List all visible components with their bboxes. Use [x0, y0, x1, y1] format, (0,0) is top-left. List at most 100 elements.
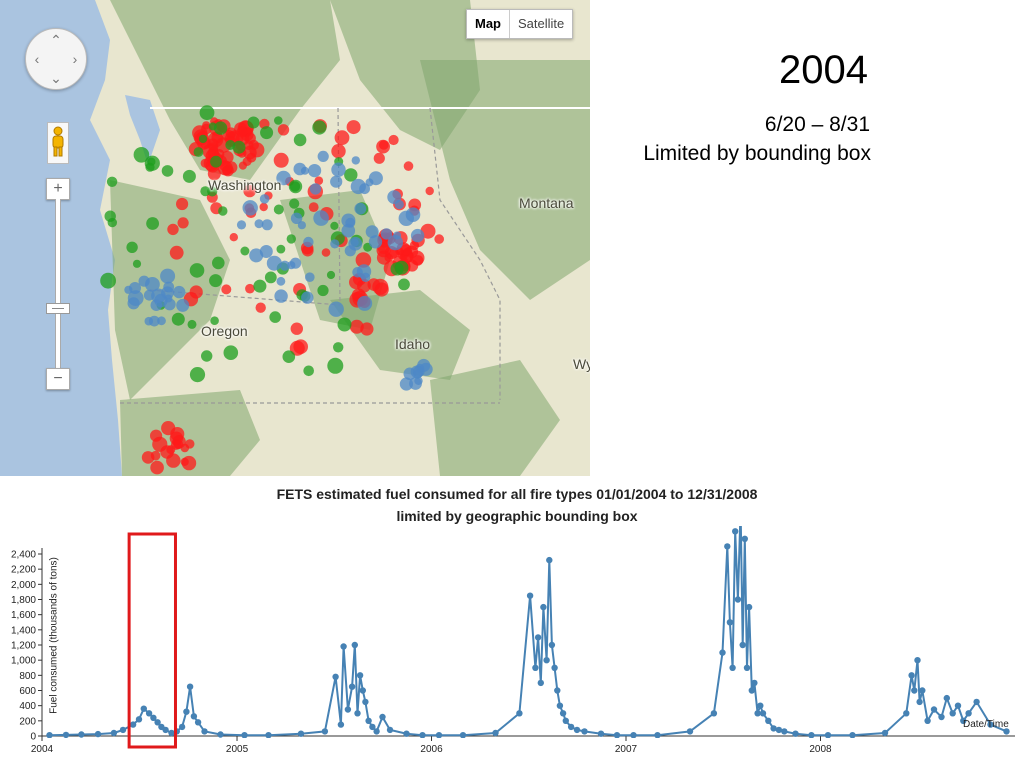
map-canvas[interactable]	[0, 0, 590, 476]
data-point	[94, 730, 102, 738]
fire-marker	[321, 248, 331, 257]
fire-marker	[169, 245, 184, 260]
data-point	[344, 706, 352, 713]
fire-marker	[173, 439, 184, 450]
data-point	[373, 728, 380, 735]
fire-marker	[210, 155, 222, 168]
fire-marker	[161, 286, 174, 300]
fire-marker	[360, 322, 374, 336]
fire-marker	[380, 228, 393, 240]
data-point	[573, 726, 581, 734]
y-tick-label: 800	[19, 671, 36, 682]
fire-marker	[360, 272, 371, 282]
y-tick-label: 1,000	[11, 656, 36, 667]
fire-marker	[221, 150, 234, 164]
fire-marker	[301, 291, 314, 304]
map-type-control: Map Satellite	[466, 9, 574, 39]
fire-marker	[242, 200, 258, 216]
data-point	[183, 708, 190, 715]
y-tick-label: 200	[19, 716, 36, 727]
data-point	[140, 705, 147, 712]
fire-marker	[104, 210, 116, 222]
fire-marker	[368, 171, 383, 186]
street-view-pegman-icon[interactable]	[47, 122, 69, 164]
fire-marker	[218, 206, 228, 216]
data-point	[881, 729, 889, 737]
pan-down-icon[interactable]: ⌄	[50, 70, 62, 86]
fire-marker	[253, 279, 267, 293]
fire-marker	[313, 210, 329, 226]
fire-marker	[240, 246, 250, 256]
pan-left-icon[interactable]: ‹	[34, 51, 40, 67]
fire-marker	[434, 234, 445, 244]
fire-marker	[259, 202, 268, 212]
data-point	[938, 713, 945, 721]
fire-marker	[400, 244, 412, 256]
x-tick-label: 2007	[615, 744, 638, 755]
fire-marker	[355, 252, 372, 268]
fire-marker	[269, 311, 282, 323]
data-point	[770, 725, 777, 732]
border-id-mt	[429, 107, 501, 400]
data-point	[567, 723, 575, 731]
y-tick-label: 1,200	[11, 641, 36, 652]
fire-marker	[303, 365, 315, 377]
pan-up-icon[interactable]: ⌃	[50, 32, 62, 48]
data-point	[1003, 728, 1010, 735]
zoom-out-button[interactable]: −	[46, 368, 70, 390]
zoom-in-button[interactable]: +	[46, 178, 70, 200]
fire-marker	[327, 357, 344, 374]
data-point	[613, 732, 621, 738]
data-point	[960, 717, 967, 724]
fire-marker	[229, 233, 238, 242]
map-view[interactable]: Washington Montana Oregon Idaho Wy ⌃ ⌄ ‹…	[0, 0, 590, 476]
fire-marker	[173, 285, 186, 299]
data-point	[516, 710, 523, 717]
fire-marker	[305, 272, 315, 283]
fire-marker	[346, 120, 361, 135]
fire-marker	[293, 162, 307, 176]
data-point	[930, 706, 938, 713]
data-point	[908, 672, 915, 679]
fire-marker	[217, 160, 233, 176]
pan-right-icon[interactable]: ›	[72, 51, 78, 67]
data-point	[348, 683, 356, 690]
fire-marker	[132, 259, 142, 268]
data-point	[537, 679, 544, 687]
fire-marker	[287, 261, 296, 270]
map-type-map-button[interactable]: Map	[475, 16, 501, 31]
fire-marker	[412, 255, 424, 266]
fire-marker	[394, 260, 409, 275]
series-group	[46, 526, 1010, 738]
data-point	[186, 683, 194, 690]
fire-marker	[277, 124, 290, 136]
data-point	[954, 702, 962, 709]
data-point	[265, 732, 272, 738]
fire-marker	[314, 176, 324, 185]
fire-marker	[150, 450, 161, 461]
fire-marker	[317, 284, 329, 297]
fire-marker	[210, 316, 219, 326]
fire-marker	[328, 301, 344, 317]
fire-marker	[187, 319, 197, 329]
data-point	[332, 673, 339, 680]
fire-marker	[273, 204, 284, 215]
data-point	[548, 641, 556, 649]
fire-marker	[368, 235, 383, 249]
data-point	[748, 687, 755, 694]
fire-marker	[405, 207, 421, 222]
zoom-slider-handle[interactable]	[46, 303, 70, 314]
data-point	[973, 698, 980, 706]
chart-plot: 0 200 400 600 800 1,000 1,200 1,400 1,600 1,800 2,…	[11, 526, 1015, 755]
fire-marker	[398, 278, 410, 291]
data-point	[337, 721, 345, 728]
pan-control[interactable]: ⌃ ⌄ ‹ ›	[25, 28, 87, 90]
data-point	[556, 702, 564, 709]
data-point	[379, 713, 386, 721]
data-point	[168, 729, 175, 737]
zoom-slider-track[interactable]	[55, 199, 61, 368]
fire-marker	[201, 350, 213, 362]
y-tick-label: 1,800	[11, 595, 36, 606]
data-point	[135, 716, 143, 723]
map-type-satellite-button[interactable]: Satellite	[509, 10, 572, 38]
